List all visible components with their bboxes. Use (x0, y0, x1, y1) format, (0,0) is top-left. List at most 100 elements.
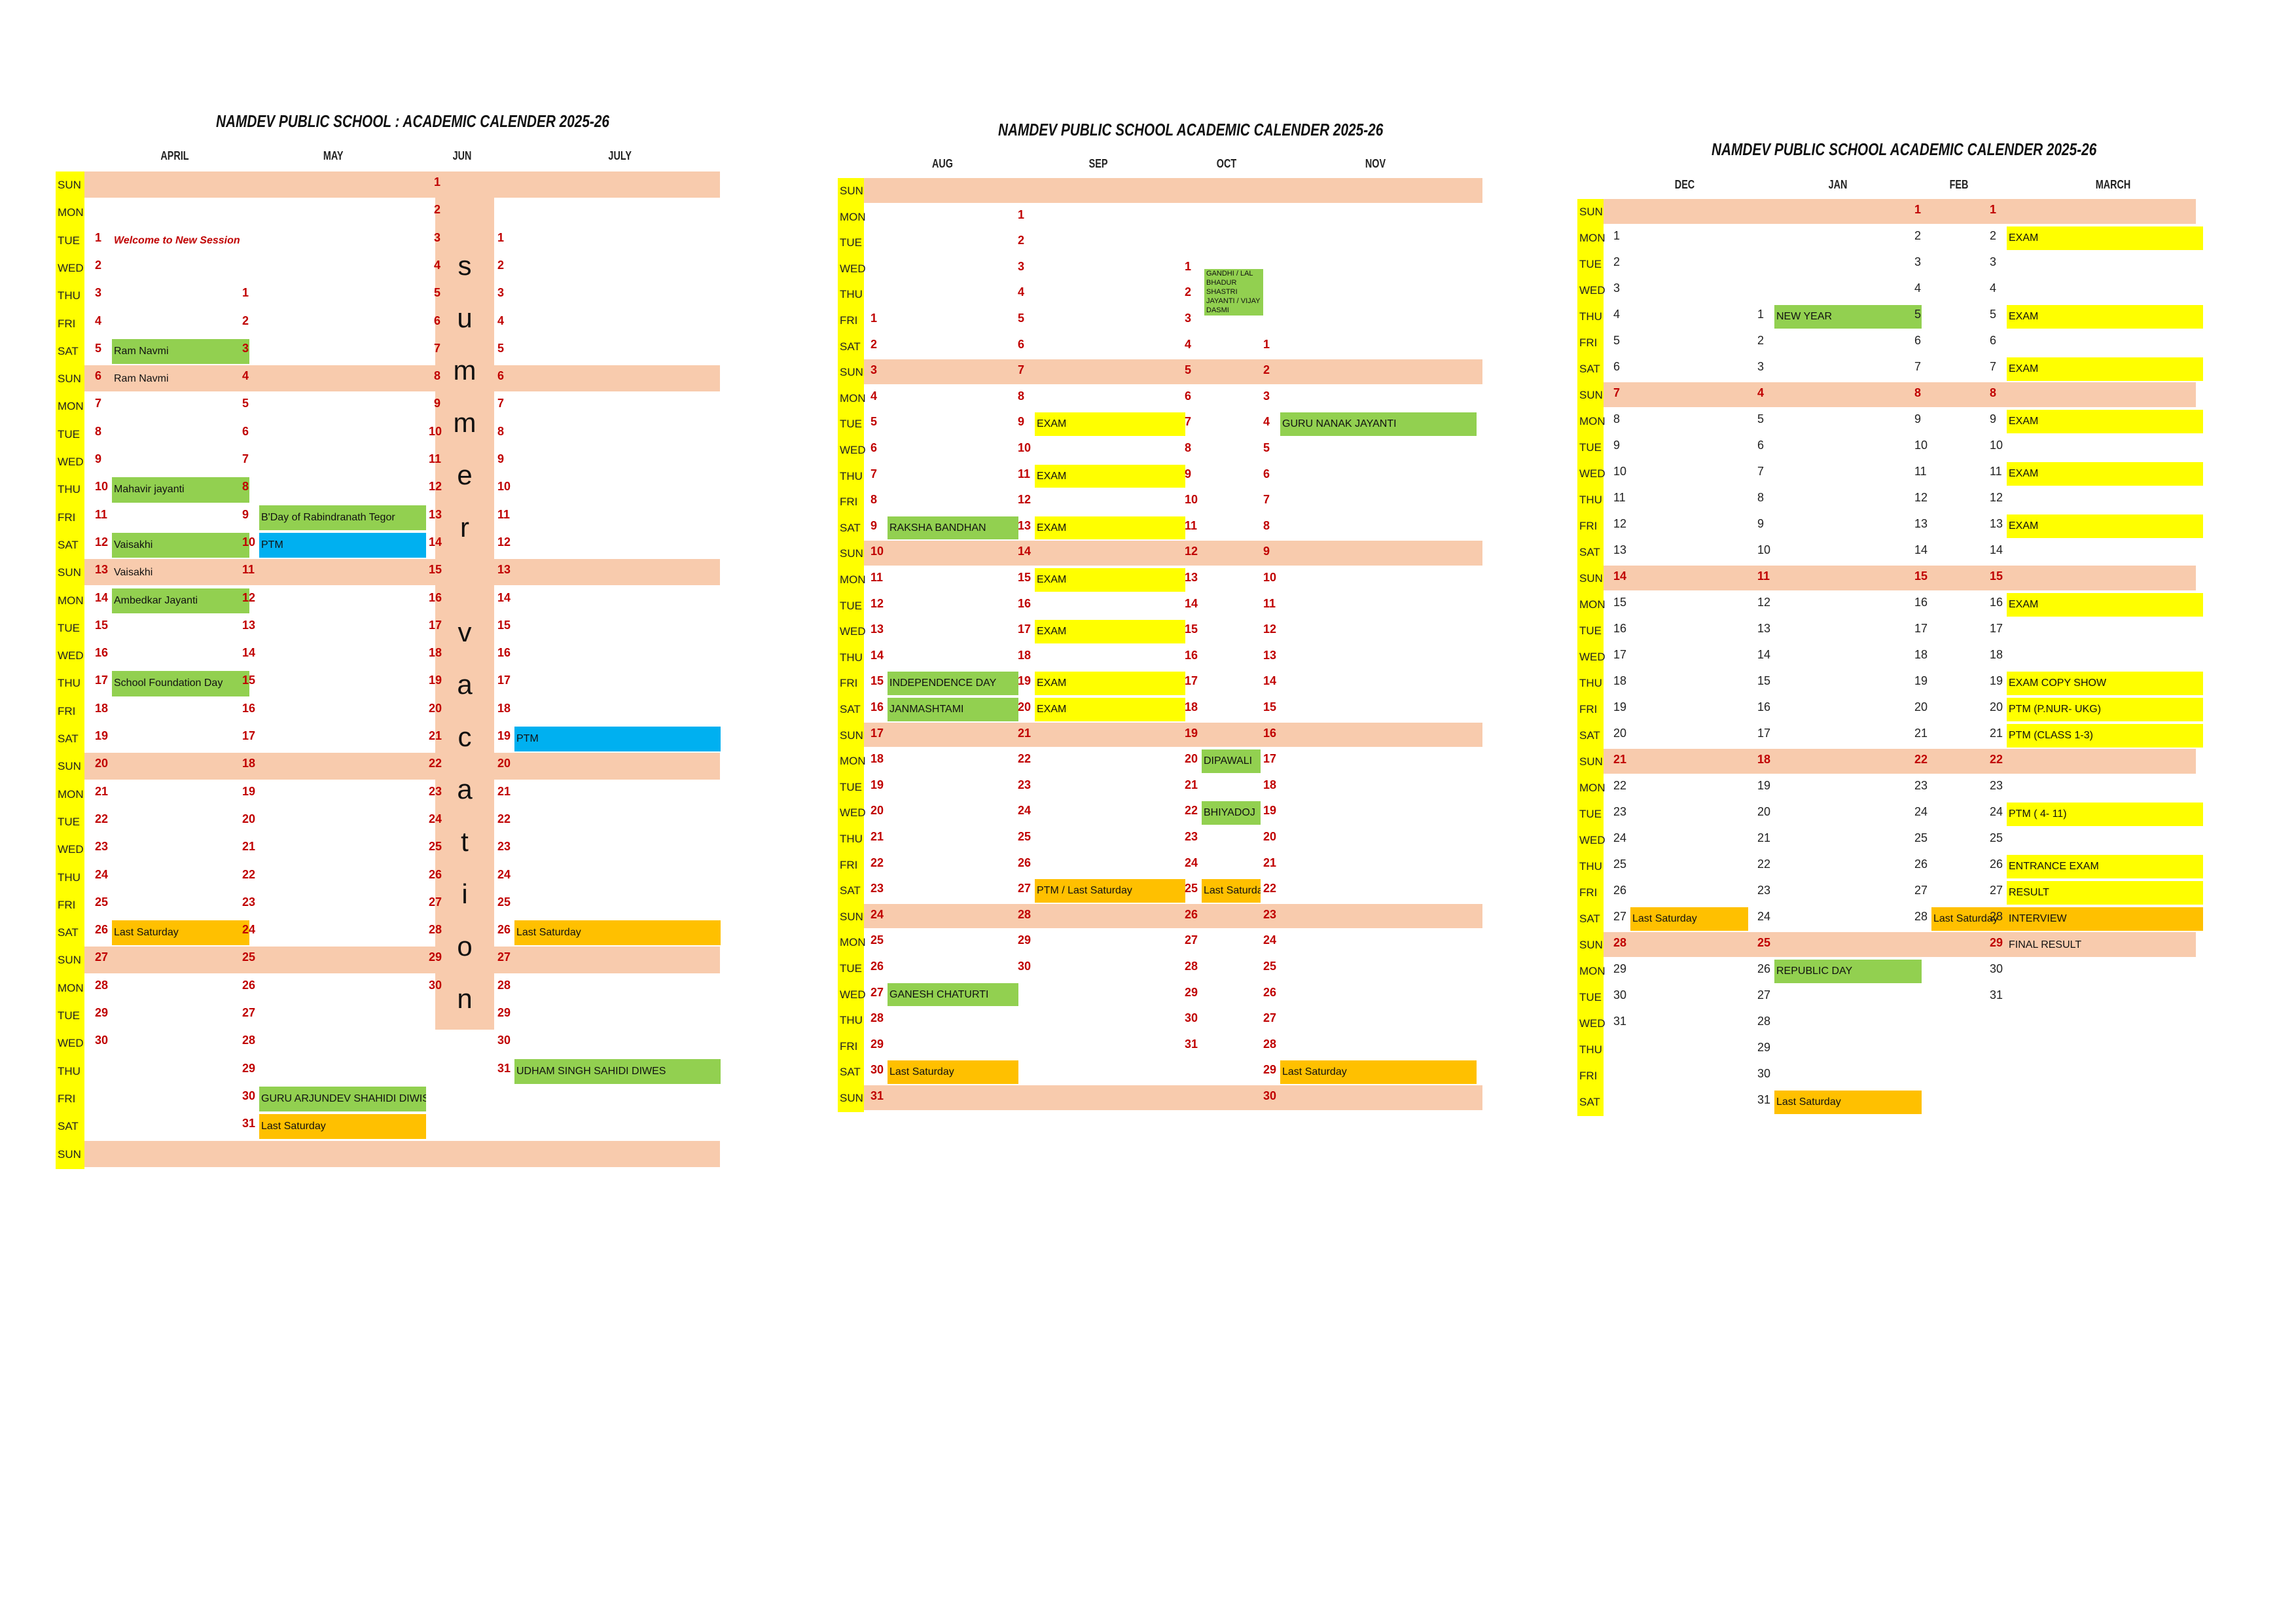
day-number: 8 (1914, 386, 1922, 399)
calendar-event: EXAM (1035, 698, 1185, 721)
day-number: 27 (870, 985, 884, 999)
day-number: 6 (1018, 337, 1025, 351)
vacation-letter: m (453, 355, 476, 386)
day-number: 27 (1990, 884, 2003, 897)
day-number: 25 (429, 840, 442, 854)
day-number: 23 (1914, 779, 1928, 792)
day-number: 21 (1914, 727, 1928, 740)
month-header: NOV (1365, 157, 1386, 170)
day-number: 26 (242, 978, 256, 992)
day-number: 24 (870, 907, 884, 921)
calendar-event: Vaisakhi (114, 567, 153, 579)
weekday-label: SAT (838, 1059, 864, 1086)
day-number: 25 (1990, 831, 2003, 844)
day-number: 21 (1018, 726, 1031, 740)
day-number: 27 (1613, 910, 1627, 923)
day-number: 9 (1757, 517, 1765, 530)
weekday-label: SAT (838, 878, 864, 905)
day-number: 15 (1757, 674, 1771, 687)
calendar-event: Mahavir jayanti (112, 477, 249, 503)
day-number: 10 (95, 480, 109, 494)
weekday-label: SAT (56, 725, 84, 754)
day-number: 14 (1914, 543, 1928, 556)
day-number: 9 (1018, 415, 1025, 429)
day-number: 26 (870, 960, 884, 973)
day-number: 17 (429, 618, 442, 632)
weekday-label: FRI (838, 852, 864, 879)
day-number: 2 (1613, 255, 1621, 268)
day-number: 3 (1914, 255, 1922, 268)
day-number: 1 (870, 312, 878, 325)
calendar-event: PTM (CLASS 1-3) (2007, 724, 2203, 748)
day-number: 19 (95, 729, 109, 742)
day-number: 24 (95, 867, 109, 881)
calendar-event: Last Saturday (1280, 1060, 1477, 1084)
day-number: 4 (1613, 308, 1621, 321)
calendar-event: Last Saturday (514, 920, 721, 946)
day-number: 29 (1757, 1041, 1771, 1054)
day-number: 8 (497, 424, 505, 438)
day-number: 2 (95, 258, 102, 272)
day-number: 1 (1185, 259, 1192, 273)
day-number: 18 (1018, 648, 1031, 662)
day-number: 15 (95, 618, 109, 632)
panel-title: NAMDEV PUBLIC SCHOOL ACADEMIC CALENDER 2… (1712, 139, 2097, 159)
day-number: 16 (429, 590, 442, 604)
calendar-event: Last Saturday (1774, 1091, 1922, 1114)
weekday-label: WED (56, 448, 84, 477)
month-header: AUG (932, 157, 953, 170)
vacation-letter: s (457, 250, 472, 281)
day-number: 13 (497, 563, 511, 577)
day-number: 26 (1018, 856, 1031, 869)
day-number: 26 (1263, 985, 1277, 999)
day-number: 17 (1018, 623, 1031, 636)
day-number: 6 (242, 424, 249, 438)
day-number: 28 (242, 1034, 256, 1047)
day-number: 20 (1990, 700, 2003, 713)
weekday-label: SAT (1577, 356, 1604, 383)
day-number: 21 (1613, 753, 1627, 766)
day-number: 30 (1018, 960, 1031, 973)
day-number: 11 (1185, 518, 1198, 532)
calendar-event: UDHAM SINGH SAHIDI DIWES (514, 1058, 721, 1084)
day-number: 14 (1613, 569, 1627, 583)
day-number: 14 (242, 646, 256, 660)
weekday-label: THU (838, 463, 864, 490)
day-number: 5 (870, 415, 878, 429)
day-number: 14 (1990, 543, 2003, 556)
day-number: 21 (1757, 831, 1771, 844)
day-number: 4 (1185, 337, 1192, 351)
day-number: 19 (1990, 674, 2003, 687)
sunday-band (84, 947, 720, 973)
day-number: 17 (242, 729, 256, 742)
day-number: 19 (1185, 726, 1198, 740)
day-number: 22 (429, 757, 442, 770)
day-number: 12 (1990, 491, 2003, 504)
weekday-label: SUN (838, 359, 864, 386)
weekday-label: SUN (1577, 382, 1604, 409)
weekday-label: TUE (56, 808, 84, 837)
day-number: 22 (95, 812, 109, 825)
weekday-label: SUN (838, 1085, 864, 1112)
day-number: 24 (1613, 831, 1627, 844)
weekday-label: SUN (56, 753, 84, 782)
day-number: 13 (95, 563, 109, 577)
day-number: 24 (1914, 805, 1928, 818)
day-number: 9 (1990, 412, 1997, 425)
day-number: 28 (1613, 936, 1627, 949)
day-number: 27 (1914, 884, 1928, 897)
day-number: 1 (433, 175, 440, 189)
vacation-letter: n (457, 983, 473, 1014)
day-number: 10 (242, 535, 256, 549)
sunday-band (864, 541, 1482, 566)
day-number: 5 (1757, 412, 1765, 425)
day-number: 5 (433, 286, 440, 300)
weekday-label: THU (1577, 854, 1604, 880)
day-number: 4 (1914, 281, 1922, 295)
day-number: 26 (1914, 857, 1928, 871)
day-number: 14 (1263, 674, 1277, 688)
day-number: 4 (1990, 281, 1997, 295)
day-number: 29 (95, 1006, 109, 1019)
month-header: OCT (1216, 157, 1237, 170)
weekday-label: WED (1577, 461, 1605, 488)
